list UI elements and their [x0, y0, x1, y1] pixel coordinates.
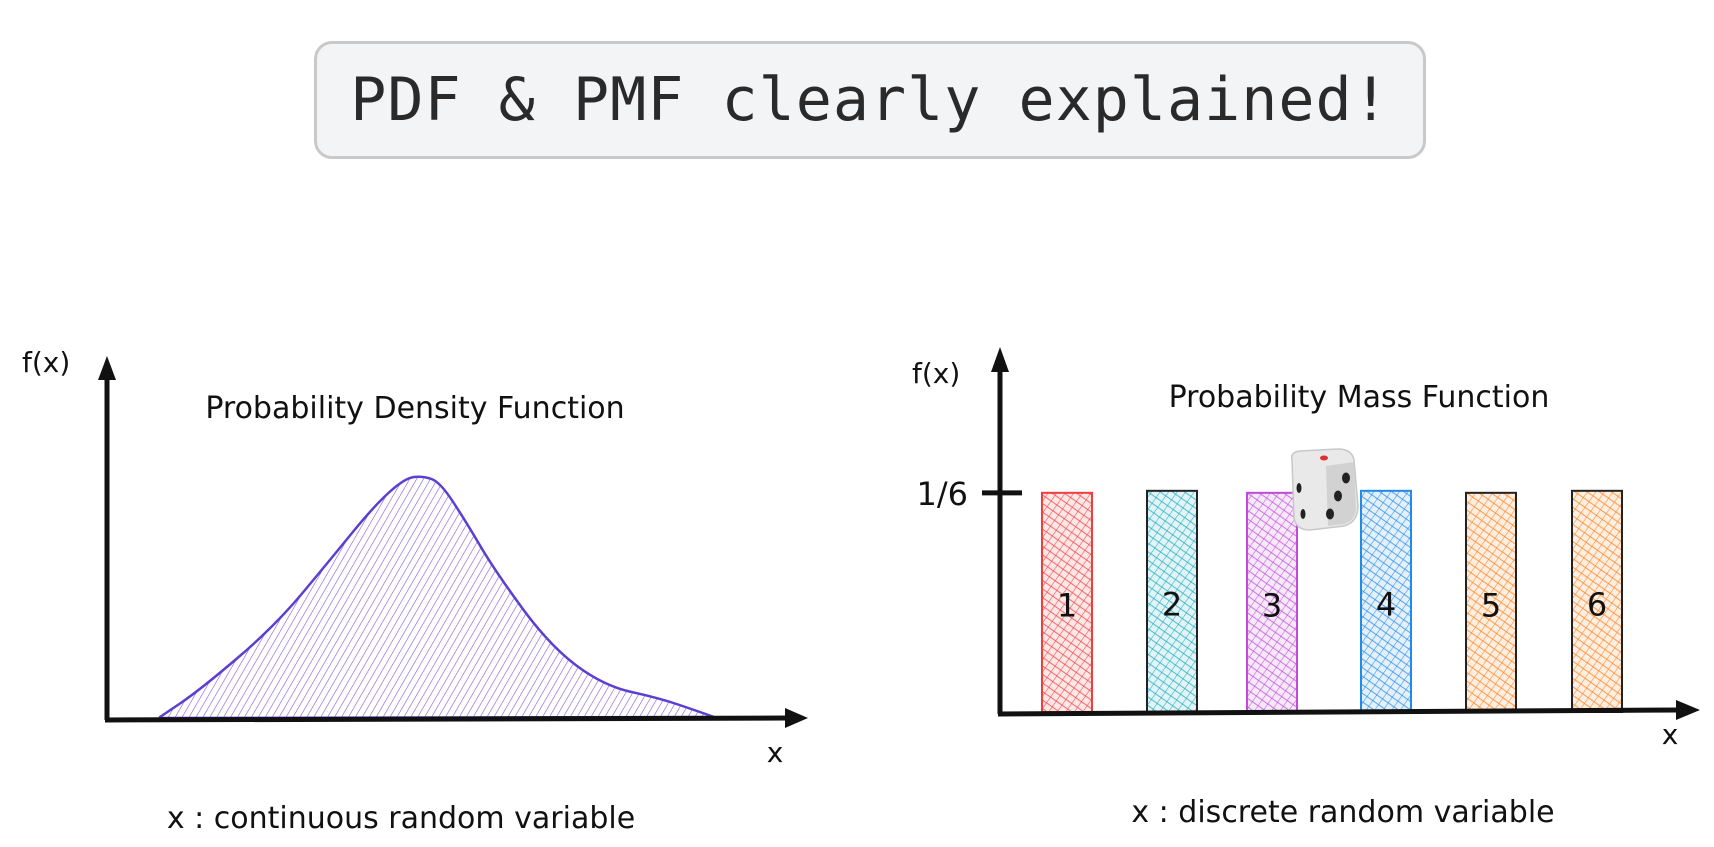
- pmf-bar-2: [1146, 489, 1198, 713]
- pdf-y-axis-arrow-icon: [98, 356, 116, 380]
- pdf-x-axis: [104, 715, 791, 723]
- pmf-y-tick-label: 1/6: [917, 475, 969, 513]
- pmf-bar-label: 6: [1587, 585, 1607, 623]
- pmf-chart: 1 2 3 4 5 6 1/6 f(x) Probability Mass Functio…: [912, 347, 1700, 830]
- pmf-x-axis-arrow-icon: [1676, 700, 1700, 720]
- pmf-bar-label: 2: [1162, 585, 1182, 623]
- pdf-x-axis-arrow-icon: [785, 708, 808, 728]
- pdf-x-label: x: [767, 736, 784, 769]
- pdf-chart: f(x) Probability Density Function x x : …: [22, 346, 808, 836]
- pmf-bar-label: 3: [1262, 586, 1282, 624]
- pdf-curve-area: [158, 475, 715, 720]
- pmf-title: Probability Mass Function: [1169, 380, 1550, 415]
- pdf-y-label: f(x): [22, 346, 70, 379]
- pmf-caption: x : discrete random variable: [1131, 795, 1554, 830]
- pmf-y-axis-arrow-icon: [991, 347, 1009, 372]
- title-box: PDF & PMF clearly explained!: [314, 41, 1426, 159]
- pdf-title: Probability Density Function: [205, 391, 624, 426]
- pmf-bar-label: 5: [1481, 586, 1501, 624]
- pmf-x-label: x: [1662, 718, 1679, 751]
- dice-icon: [1290, 448, 1359, 531]
- page-title: PDF & PMF clearly explained!: [350, 65, 1390, 135]
- pmf-x-axis: [997, 707, 1681, 717]
- pmf-bar-label: 1: [1057, 586, 1077, 624]
- pmf-bar-label: 4: [1376, 585, 1396, 623]
- pmf-bar-6: [1571, 489, 1623, 713]
- pmf-y-label: f(x): [912, 357, 960, 390]
- pdf-caption: x : continuous random variable: [167, 801, 635, 836]
